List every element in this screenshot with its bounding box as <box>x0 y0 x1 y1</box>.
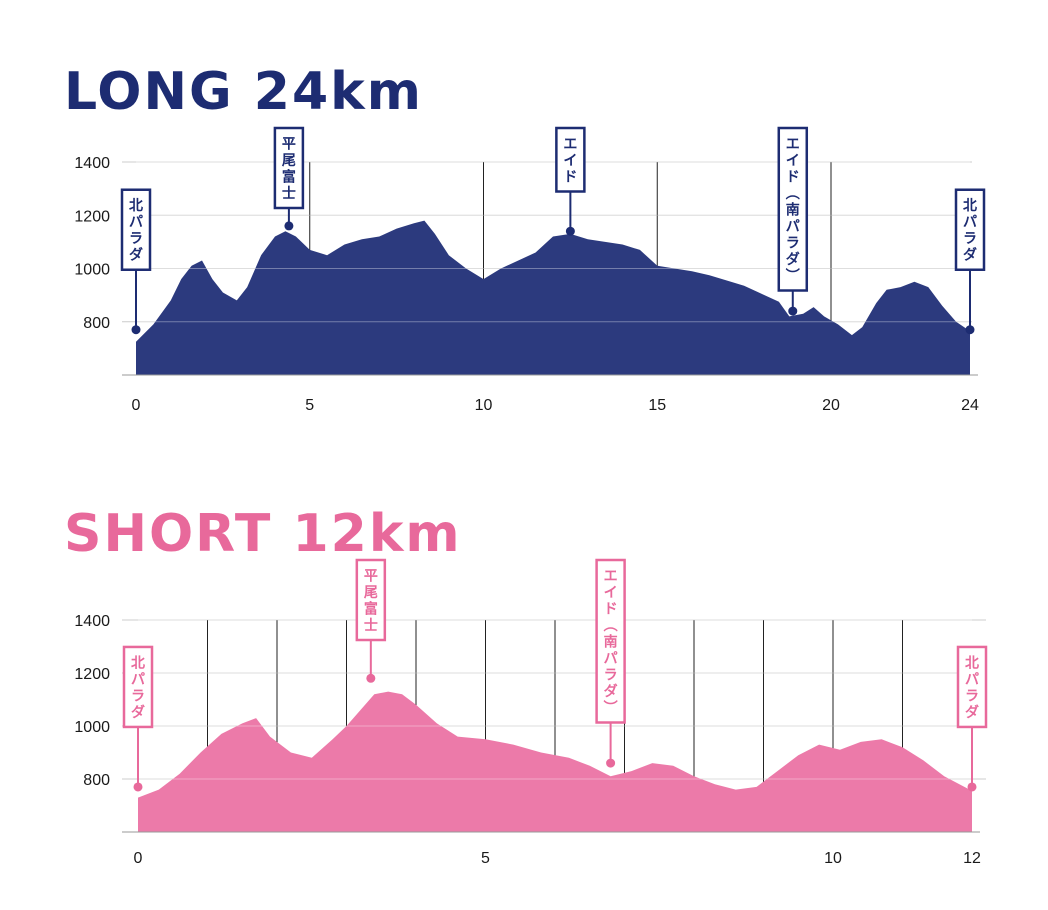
marker-label: エイド︵南パラダ︶ <box>603 569 618 717</box>
marker-label: 平尾富士 <box>364 569 378 635</box>
x-tick-label: 24 <box>961 397 979 414</box>
y-tick-label: 1200 <box>74 208 110 225</box>
marker-label: 北パラダ <box>963 198 977 263</box>
marker-dot <box>788 306 798 316</box>
marker-エイド: エイド <box>555 126 586 236</box>
elevation-chart-short: 800 1000 1200 1400 0 5 10 12 北パラダ 平尾富士 エイド︵南パラダ︶ 北パ… <box>74 558 988 867</box>
x-tick-label: 5 <box>305 397 314 414</box>
marker-label: エイド︵南パラダ︶ <box>785 137 800 285</box>
marker-label: 平尾富士 <box>282 137 296 203</box>
x-tick-label: 0 <box>132 397 141 414</box>
chart-title-short: SHORT 12km <box>64 504 462 564</box>
y-tick-label: 1400 <box>74 155 110 172</box>
x-tick-label: 5 <box>481 850 490 867</box>
marker-label: 北パラダ <box>129 198 143 263</box>
marker-label-box <box>273 126 305 210</box>
x-tick-label: 15 <box>648 397 666 414</box>
y-tick-label: 1000 <box>74 262 110 279</box>
marker-label: 北パラダ <box>965 655 979 721</box>
marker-label-box <box>954 188 986 271</box>
marker-平尾富士: 平尾富士 <box>273 126 305 231</box>
marker-dot <box>131 325 141 335</box>
marker-label-box <box>777 126 809 292</box>
x-tick-label: 0 <box>134 850 143 867</box>
marker-エイド（南パラダ）: エイド︵南パラダ︶ <box>777 126 809 316</box>
marker-dot <box>133 782 143 792</box>
marker-dot <box>565 226 575 236</box>
marker-dot <box>967 782 977 792</box>
marker-label-box <box>555 126 586 193</box>
y-tick-label: 1400 <box>74 613 110 630</box>
marker-label-box <box>122 645 154 729</box>
y-tick-label: 1000 <box>74 719 110 736</box>
marker-dot <box>965 325 975 335</box>
marker-label: 北パラダ <box>131 655 145 721</box>
marker-label-box <box>595 558 626 724</box>
marker-label-box <box>355 558 387 642</box>
chart-title-long: LONG 24km <box>64 62 423 122</box>
marker-平尾富士: 平尾富士 <box>355 558 387 683</box>
elevation-chart-long: 800 1000 1200 1400 0 5 10 15 20 24 北パラダ 平尾富士 エイド エイド︵… <box>74 126 986 414</box>
marker-dot <box>366 673 376 683</box>
marker-北パラダ: 北パラダ <box>956 645 988 792</box>
x-tick-label: 10 <box>824 850 842 867</box>
marker-label-box <box>956 645 988 729</box>
y-tick-label: 800 <box>83 772 110 789</box>
elevation-area <box>138 691 972 832</box>
x-tick-label: 10 <box>475 397 493 414</box>
y-tick-label: 1200 <box>74 666 110 683</box>
marker-北パラダ: 北パラダ <box>120 188 152 335</box>
marker-北パラダ: 北パラダ <box>954 188 986 335</box>
marker-dot <box>606 758 616 768</box>
x-tick-label: 20 <box>822 397 840 414</box>
x-tick-label: 12 <box>963 850 981 867</box>
marker-dot <box>284 221 294 231</box>
elevation-area <box>136 220 970 375</box>
y-tick-label: 800 <box>83 315 110 332</box>
marker-北パラダ: 北パラダ <box>122 645 154 792</box>
marker-エイド（南パラダ）: エイド︵南パラダ︶ <box>595 558 626 768</box>
marker-label: エイド <box>563 137 577 186</box>
marker-label-box <box>120 188 152 271</box>
